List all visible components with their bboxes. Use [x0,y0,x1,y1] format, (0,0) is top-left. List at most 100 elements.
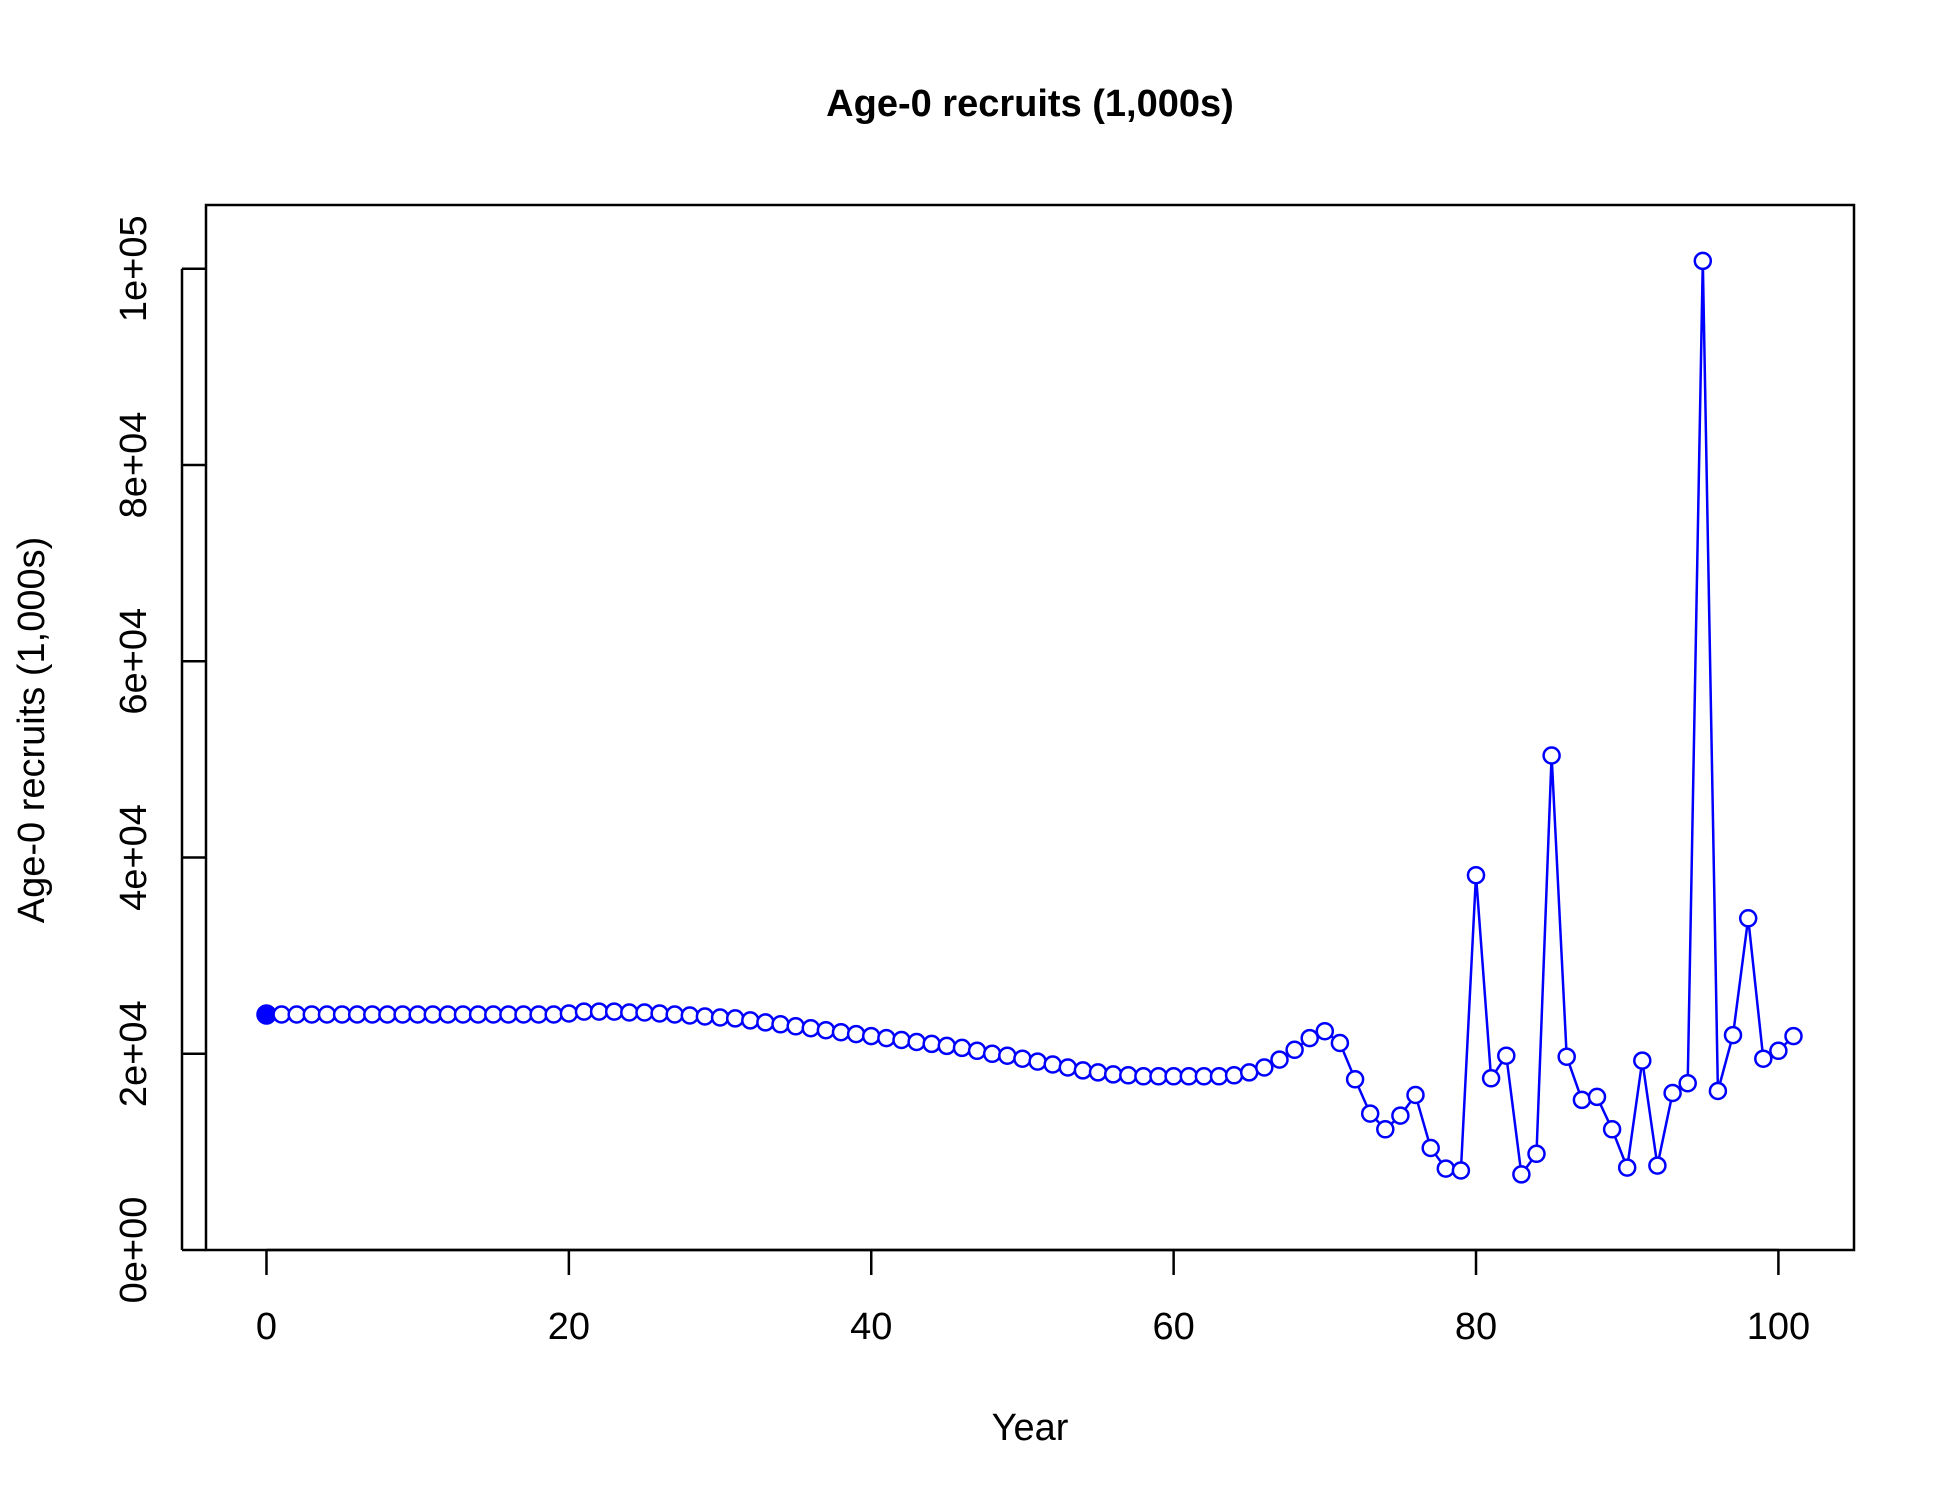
data-point [801,1018,821,1038]
data-point [967,1041,987,1061]
data-point [1602,1120,1622,1139]
data-point [1315,1021,1335,1041]
y-axis: 0e+00 2e+04 4e+04 6e+04 8e+04 1e+05 [113,215,206,1303]
data-point [1769,1041,1788,1061]
data-point [710,1008,730,1027]
y-axis-label: Age-0 recruits (1,000s) [11,537,53,924]
data-point [1391,1106,1410,1125]
data-point [982,1044,1002,1064]
data-point [1179,1067,1199,1086]
data-point [756,1013,775,1032]
chart-title: Age-0 recruits (1,000s) [826,83,1234,125]
x-tick-label: 40 [850,1306,892,1348]
data-point [1028,1052,1047,1071]
data-point [1557,1047,1576,1066]
data-point [393,1005,412,1024]
data-point [1497,1046,1516,1065]
data-point [1013,1049,1032,1068]
data-point [1572,1090,1592,1110]
data-point [1194,1067,1214,1086]
x-tick-label: 20 [548,1306,590,1348]
data-point [378,1005,397,1024]
data-point [1088,1063,1108,1082]
data-point [1376,1120,1395,1139]
y-tick-label: 1e+05 [113,215,155,322]
data-point [317,1005,337,1024]
data-point [952,1038,972,1058]
y-tick-label: 2e+04 [113,1000,155,1107]
series-line [266,260,1795,1178]
data-point [287,1005,306,1024]
data-point [680,1006,700,1025]
data-point [499,1005,518,1024]
data-point [1512,1165,1531,1184]
data-point [1285,1040,1304,1060]
y-tick-label: 4e+04 [113,804,155,911]
data-point [831,1022,851,1042]
data-point [1345,1070,1365,1089]
data-point [1360,1104,1380,1123]
data-point [347,1005,367,1024]
data-point [816,1020,836,1040]
data-point [650,1004,669,1023]
data-point [1738,909,1758,928]
data-point [514,1005,533,1024]
data-point [786,1017,805,1036]
data-point [725,1009,745,1028]
data-point [741,1011,760,1030]
data-point [665,1005,684,1024]
data-point [589,1002,609,1021]
data-point [604,1002,624,1021]
data-point [1043,1055,1062,1074]
data-point [1119,1066,1138,1085]
data-point [423,1005,443,1024]
data-point [1466,865,1486,885]
data-point [1330,1033,1350,1053]
data-point [1300,1028,1319,1048]
data-point [332,1005,352,1024]
data-point [1270,1050,1289,1069]
data-point [1239,1063,1259,1082]
data-point [363,1005,382,1024]
data-point [695,1007,715,1026]
data-point [861,1026,881,1046]
data-point [1209,1067,1229,1086]
data-point [559,1004,579,1023]
data-point [1406,1085,1425,1105]
data-point [771,1015,790,1034]
data-point [529,1005,548,1024]
data-point [620,1003,639,1022]
data-point [453,1005,473,1024]
data-point [408,1005,427,1024]
data-point [1073,1061,1093,1080]
data-point [1663,1083,1682,1103]
data-point [1678,1073,1697,1093]
data-point [635,1003,654,1022]
data-point [1754,1049,1773,1068]
data-point [892,1030,911,1050]
data-point [1451,1161,1471,1180]
data-point [1693,251,1713,271]
data-point [574,1002,594,1021]
data-point [1058,1058,1078,1077]
data-point [846,1024,866,1044]
series-layer [256,251,1803,1184]
data-point [1723,1025,1743,1045]
data-point [1481,1069,1501,1088]
data-point [1103,1065,1123,1084]
data-point [1224,1066,1244,1085]
plot-frame [204,203,1856,1252]
x-tick-label: 100 [1747,1306,1810,1348]
data-point [1164,1067,1183,1086]
y-tick-label: 8e+04 [113,412,155,519]
data-point [484,1005,503,1024]
data-point [907,1032,926,1052]
data-point [1134,1067,1153,1086]
data-point [937,1036,957,1056]
x-tick-label: 0 [256,1306,277,1348]
data-point [438,1005,458,1024]
y-tick-label: 0e+00 [113,1197,155,1304]
data-point [877,1028,896,1048]
x-axis: 0 20 40 60 80 100 [256,1248,1810,1348]
